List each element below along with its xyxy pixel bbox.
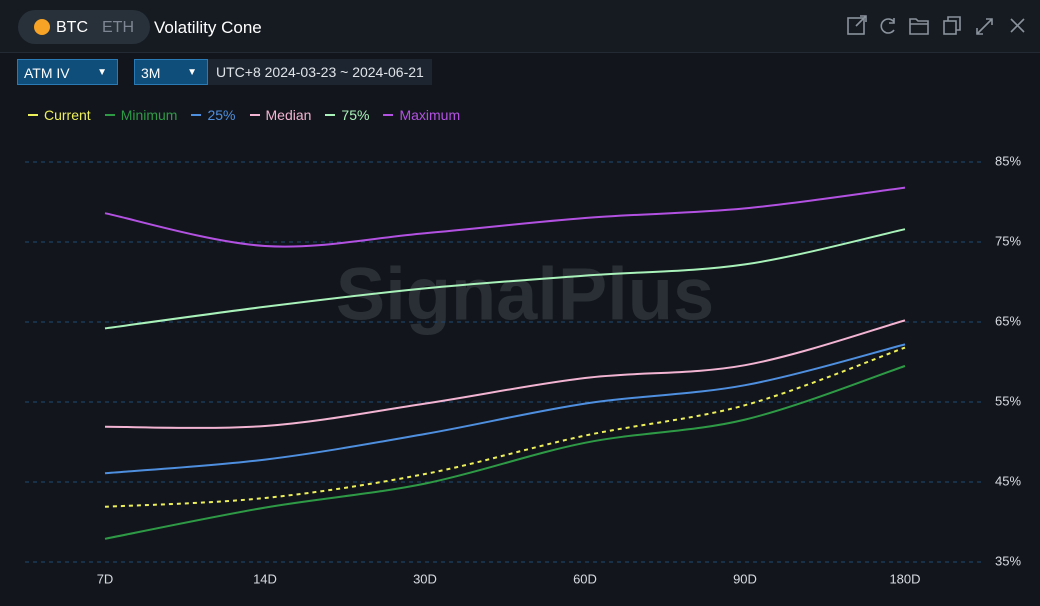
metric-value: ATM IV (24, 65, 70, 81)
legend: Current Minimum 25% Median 75% Maximum (28, 107, 460, 123)
y-tick-label: 85% (995, 153, 1021, 168)
x-tick-label: 7D (97, 571, 114, 586)
copy-icon[interactable] (943, 16, 961, 35)
series-line (104, 186, 906, 248)
metric-select[interactable]: ATM IV ▼ (17, 59, 118, 85)
close-icon[interactable] (1010, 18, 1025, 33)
title: Volatility Cone (154, 18, 262, 37)
x-tick-label: 60D (573, 571, 597, 586)
toolbar-icons (847, 15, 1025, 35)
share-icon[interactable] (847, 15, 867, 35)
series-line (104, 228, 906, 330)
x-tick-label: 30D (413, 571, 437, 586)
header: BTC ETH Volatility Cone (0, 0, 1040, 53)
y-tick-label: 65% (995, 313, 1021, 328)
series-line (104, 343, 906, 475)
x-tick-label: 14D (253, 571, 277, 586)
legend-swatch (28, 114, 38, 116)
folder-icon[interactable] (909, 18, 929, 35)
legend-item[interactable]: Minimum (104, 107, 178, 123)
legend-item[interactable]: 75% (325, 107, 369, 123)
tab-eth[interactable]: ETH (102, 19, 134, 36)
series-line (104, 365, 906, 540)
legend-label: Minimum (120, 107, 178, 123)
btc-icon (34, 19, 50, 35)
legend-label: Current (44, 107, 91, 123)
y-tick-label: 75% (995, 233, 1021, 248)
x-tick-label: 180D (889, 571, 920, 586)
legend-label: Median (265, 107, 312, 123)
series-line (104, 319, 906, 429)
legend-swatch (191, 114, 202, 116)
asset-toggle: BTC ETH (18, 10, 150, 44)
legend-item[interactable]: Current (28, 107, 91, 123)
series-line (104, 346, 906, 508)
watermark: SignalPlus (336, 253, 714, 336)
refresh-icon[interactable] (880, 18, 895, 34)
expand-icon[interactable] (976, 18, 993, 35)
legend-item[interactable]: 25% (191, 107, 236, 123)
legend-item[interactable]: Maximum (383, 107, 460, 123)
legend-label: 25% (207, 107, 236, 123)
legend-swatch (249, 114, 260, 116)
date-range[interactable]: UTC+8 2024-03-23 ~ 2024-06-21 (208, 59, 432, 85)
legend-swatch (325, 114, 336, 116)
period-select[interactable]: 3M ▼ (134, 59, 208, 85)
y-tick-label: 55% (995, 393, 1021, 408)
tab-btc[interactable]: BTC (56, 19, 88, 36)
y-tick-label: 35% (995, 553, 1021, 568)
legend-label: 75% (341, 107, 370, 123)
y-tick-label: 45% (995, 473, 1021, 488)
legend-swatch (383, 114, 394, 116)
legend-label: Maximum (399, 107, 461, 123)
period-value: 3M (141, 65, 161, 81)
x-tick-label: 90D (733, 571, 757, 586)
legend-item[interactable]: Median (249, 107, 312, 123)
legend-swatch (104, 114, 115, 116)
